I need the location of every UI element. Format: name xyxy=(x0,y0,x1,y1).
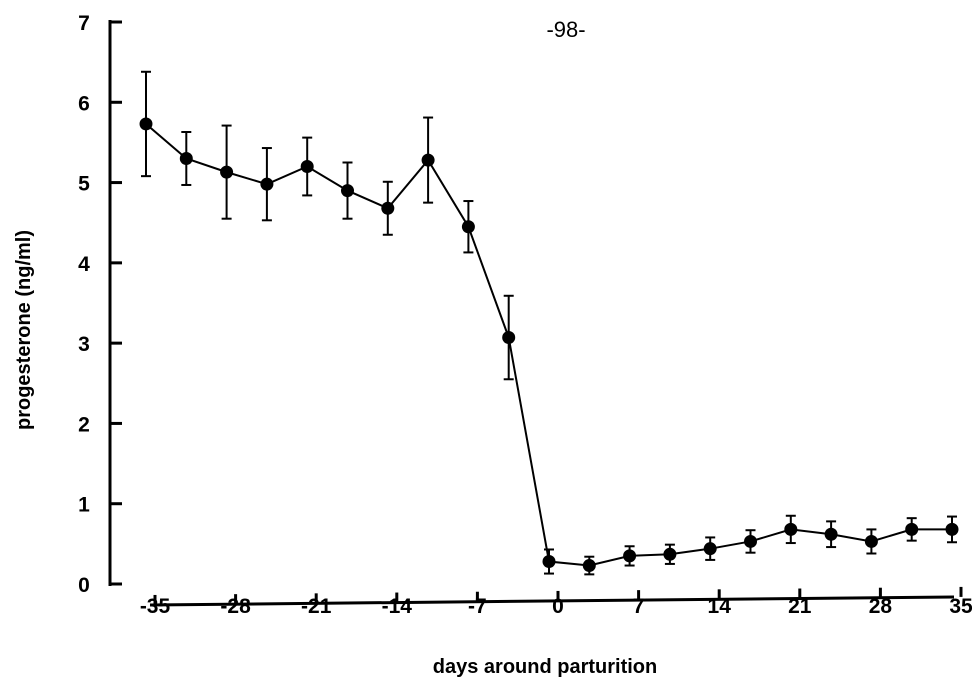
data-point xyxy=(461,220,475,234)
y-tick-label: 1 xyxy=(78,494,90,517)
data-point xyxy=(260,177,274,191)
x-axis-line xyxy=(149,595,955,607)
x-tick-label: -7 xyxy=(468,595,487,618)
data-point xyxy=(179,151,193,165)
x-tick-label: 28 xyxy=(869,595,893,618)
data-point xyxy=(703,542,717,556)
data-point xyxy=(945,522,959,536)
data-point xyxy=(582,559,596,573)
x-tick-label: 35 xyxy=(949,595,972,618)
data-point xyxy=(744,534,757,548)
data-point xyxy=(381,201,395,215)
x-tick-label: -14 xyxy=(382,595,413,618)
data-point xyxy=(864,534,878,548)
y-tick-label: 6 xyxy=(78,92,90,115)
y-tick-label: 4 xyxy=(78,253,90,276)
x-tick-label: 0 xyxy=(552,595,564,618)
page-number: -98- xyxy=(546,17,585,42)
y-tick-label: 2 xyxy=(78,413,90,436)
data-point xyxy=(341,184,354,198)
data-series xyxy=(139,70,959,576)
data-point xyxy=(824,527,838,541)
y-tick-label: 7 xyxy=(78,12,90,35)
y-tick-label: 0 xyxy=(78,574,90,597)
data-point xyxy=(623,549,637,563)
y-tick-label: 3 xyxy=(78,333,90,356)
x-tick-label: 21 xyxy=(788,595,812,618)
data-point xyxy=(663,547,677,561)
x-tick-label: 14 xyxy=(708,595,732,618)
x-tick-label: 7 xyxy=(633,595,645,618)
x-axis-title: days around parturition xyxy=(433,656,657,678)
data-point xyxy=(421,153,435,167)
data-point xyxy=(300,160,314,174)
x-tick-label: -21 xyxy=(301,595,332,618)
y-axis-title: progesterone (ng/ml) xyxy=(13,230,35,430)
data-point xyxy=(542,555,556,569)
x-tick-label: -35 xyxy=(140,595,171,618)
data-point xyxy=(784,522,798,536)
data-point xyxy=(139,117,153,131)
data-point xyxy=(502,331,516,345)
data-point xyxy=(905,522,919,536)
data-point xyxy=(220,165,234,179)
axes: 0 1 2 3 4 5 6 7 -35 -28 -21 -14 -7 0 7 14 21 28 35 xyxy=(78,12,972,618)
y-tick-label: 5 xyxy=(78,173,90,196)
x-tick-label: -28 xyxy=(220,595,251,618)
